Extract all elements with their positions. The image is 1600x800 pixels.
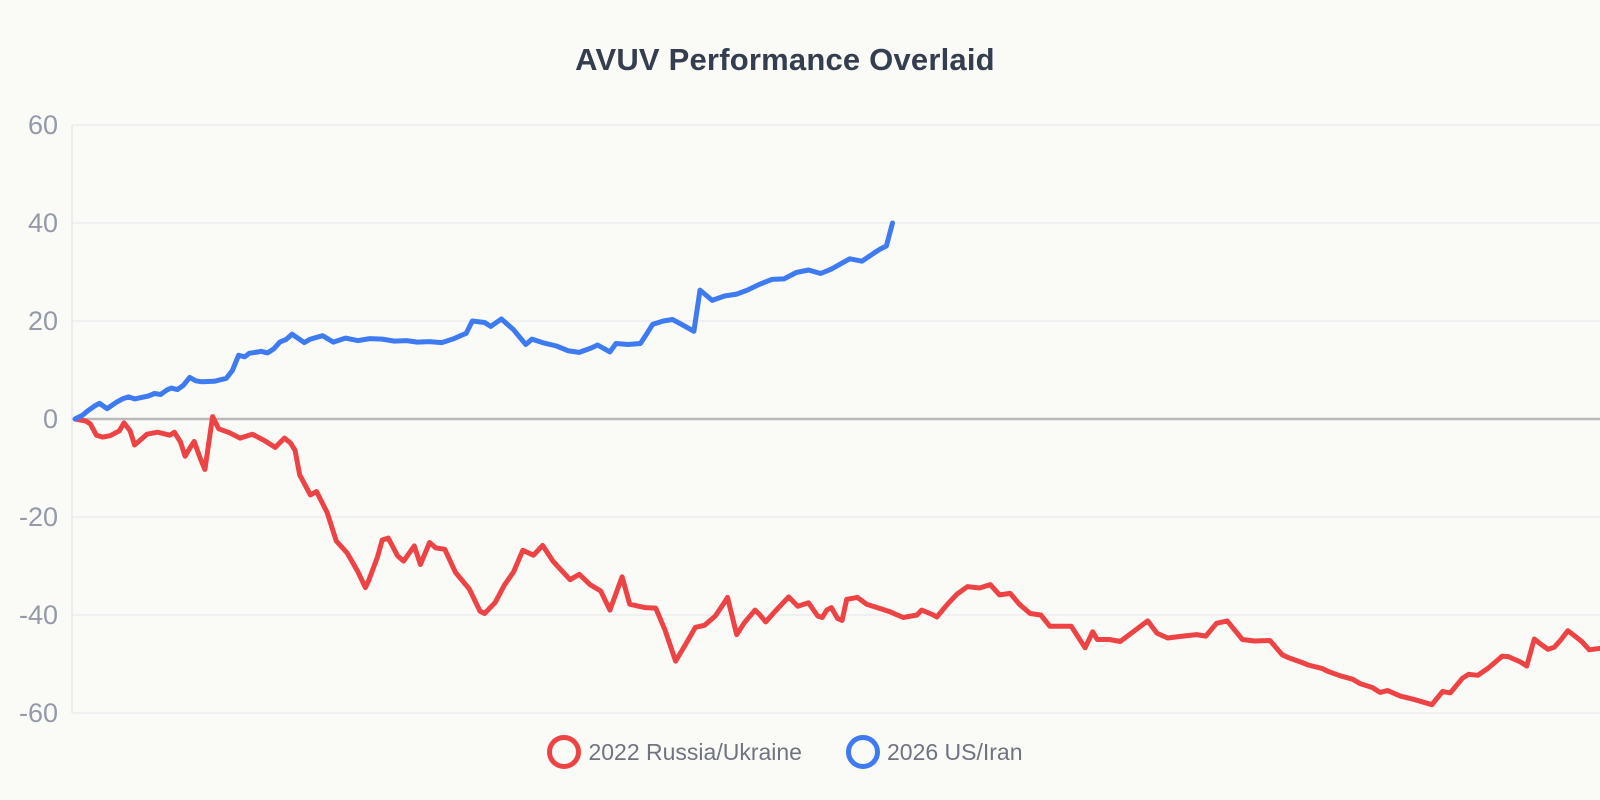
legend: 2022 Russia/Ukraine 2026 US/Iran [0, 731, 1570, 773]
legend-ring-icon [845, 735, 880, 769]
series-line-2026-us-iran [72, 220, 895, 422]
y-tick-label: 60 [27, 110, 58, 140]
y-tick-label: -40 [18, 600, 58, 630]
chart-title: AVUV Performance Overlaid [575, 42, 995, 77]
y-tick-label: 40 [27, 208, 58, 238]
y-tick-label: 20 [27, 306, 58, 336]
legend-ring-icon [547, 735, 582, 769]
y-tick-label: 0 [42, 404, 58, 434]
legend-label: 2026 US/Iran [886, 738, 1023, 765]
y-tick-label: -20 [18, 502, 58, 532]
y-axis: 60 40 20 0 -20 -40 -60 [0, 0, 58, 800]
legend-item-2026-us-iran[interactable]: 2026 US/Iran [845, 735, 1023, 769]
legend-item-2022-russia-ukraine[interactable]: 2022 Russia/Ukraine [547, 735, 802, 769]
legend-label: 2022 Russia/Ukraine [588, 738, 802, 765]
series-line-2022-russia-ukraine [72, 414, 1600, 708]
y-tick-label: -60 [18, 698, 58, 728]
